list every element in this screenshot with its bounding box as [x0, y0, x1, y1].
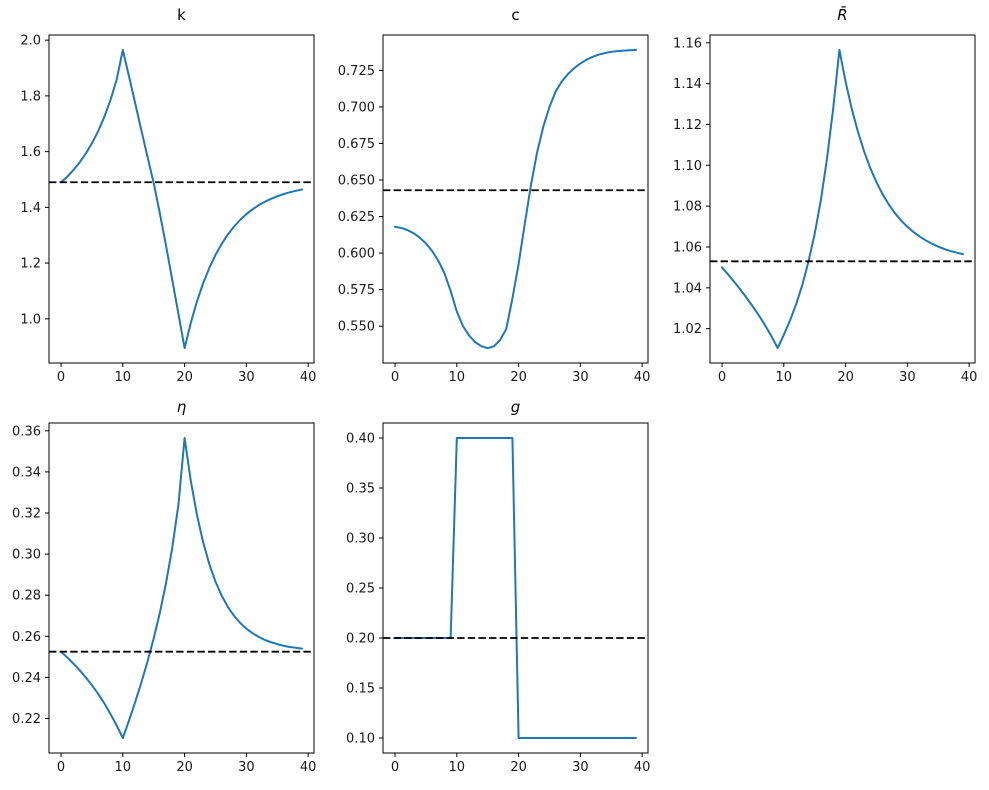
- y-tick-label: 0.28: [12, 589, 41, 604]
- y-tick-label: 0.600: [338, 247, 375, 262]
- x-tick-label: 40: [634, 760, 651, 775]
- y-tick-label: 1.12: [673, 118, 702, 133]
- subplot-g: g 0 10 20 30 40 0.10 0.15 0.20 0.25 0.30 0.35 0.40: [334, 395, 664, 790]
- x-tick-label: 20: [510, 760, 527, 775]
- y-tick-label: 0.550: [338, 320, 375, 335]
- y-tick-label: 0.675: [338, 137, 375, 152]
- x-tick-label: 40: [300, 760, 317, 775]
- y-tick-label: 0.10: [346, 732, 375, 747]
- x-tick-label: 40: [634, 370, 651, 385]
- y-tick-label: 0.20: [346, 632, 375, 647]
- x-tick-label: 10: [449, 760, 466, 775]
- y-tick-label: 1.6: [20, 145, 41, 160]
- y-tick-label: 1.8: [20, 89, 41, 104]
- plot-title-k: k: [177, 6, 186, 24]
- axes-frame: [382, 34, 649, 364]
- series-line-g: [394, 437, 637, 739]
- subplot-k: k 0 10 20 30 40 1.0 1.2 1.4 1.6 1.8 2.0: [0, 0, 330, 395]
- y-tick-label: 0.25: [346, 582, 375, 597]
- subplot-c: c 0 10 20 30 40 0.550 0.575 0.600 0.625 0.650 0.67…: [334, 0, 664, 395]
- plot-title-eta: η: [176, 398, 187, 416]
- y-tick-label: 0.35: [346, 482, 375, 497]
- y-tick-label: 0.30: [12, 548, 41, 563]
- x-tick-label: 30: [899, 370, 916, 385]
- y-tick-label: 0.34: [12, 465, 41, 480]
- plot-title-g: g: [510, 398, 521, 416]
- y-tick-label: 1.08: [673, 200, 702, 215]
- series-line-c: [394, 48, 637, 350]
- y-tick-label: 0.32: [12, 507, 41, 522]
- plot-canvas-k: 0 10 20 30 40 1.0 1.2 1.4 1.6 1.8 2.0: [20, 34, 317, 385]
- y-tick-label: 0.575: [338, 283, 375, 298]
- plot-title-c: c: [511, 6, 520, 24]
- x-tick-label: 10: [776, 370, 793, 385]
- y-tick-label: 1.06: [673, 241, 702, 256]
- y-tick-label: 1.14: [673, 77, 702, 92]
- plot-canvas-c: 0 10 20 30 40 0.550 0.575 0.600 0.625 0.650 0.675 0…: [338, 34, 651, 385]
- y-tick-label: 1.10: [673, 159, 702, 174]
- y-tick-label: 0.625: [338, 210, 375, 225]
- series-line-k: [60, 48, 303, 350]
- y-tick-label: 1.16: [673, 36, 702, 51]
- x-tick-label: 20: [176, 760, 193, 775]
- plot-canvas-r-bar: 0 10 20 30 40 1.02 1.04 1.06 1.08 1.10 1.12 1.14 1.1…: [673, 34, 978, 385]
- y-tick-label: 1.2: [20, 257, 41, 272]
- x-tick-label: 0: [57, 370, 65, 385]
- y-tick-label: 0.725: [338, 64, 375, 79]
- x-tick-label: 10: [115, 760, 132, 775]
- subplot-r-bar: R̄ 0 10 20 30 40 1.02 1.04 1.06 1.08 1.10 1.12 1.14…: [661, 0, 989, 395]
- plot-canvas-eta: 0 10 20 30 40 0.22 0.24 0.26 0.28 0.30 0.32 0.34 0.3…: [12, 422, 317, 775]
- axes-frame: [48, 422, 315, 754]
- axes-frame: [709, 34, 976, 364]
- x-tick-label: 10: [115, 370, 132, 385]
- y-tick-label: 1.02: [673, 322, 702, 337]
- y-tick-label: 0.26: [12, 630, 41, 645]
- x-tick-label: 30: [572, 760, 589, 775]
- y-tick-label: 1.0: [20, 312, 41, 327]
- plot-title-r-bar: R̄: [837, 6, 848, 24]
- x-tick-label: 30: [572, 370, 589, 385]
- series-line-R_bar: [721, 48, 964, 350]
- x-tick-label: 40: [961, 370, 978, 385]
- x-tick-label: 40: [300, 370, 317, 385]
- x-tick-label: 30: [238, 370, 255, 385]
- x-tick-label: 20: [837, 370, 854, 385]
- y-tick-label: 0.24: [12, 671, 41, 686]
- x-tick-label: 20: [176, 370, 193, 385]
- x-tick-label: 10: [449, 370, 466, 385]
- x-tick-label: 20: [510, 370, 527, 385]
- series-line-eta: [60, 437, 303, 739]
- subplot-eta: η 0 10 20 30 40 0.22 0.24 0.26 0.28 0.30 0.32 0.34 0…: [0, 395, 330, 790]
- y-tick-label: 0.15: [346, 682, 375, 697]
- plot-canvas-g: 0 10 20 30 40 0.10 0.15 0.20 0.25 0.30 0.35 0.40: [346, 422, 651, 775]
- y-tick-label: 1.04: [673, 281, 702, 296]
- x-tick-label: 0: [391, 370, 399, 385]
- y-tick-label: 0.40: [346, 432, 375, 447]
- y-tick-label: 0.22: [12, 712, 41, 727]
- x-tick-label: 0: [391, 760, 399, 775]
- y-tick-label: 1.4: [20, 201, 41, 216]
- y-tick-label: 0.30: [346, 532, 375, 547]
- axes-frame: [48, 34, 315, 364]
- x-tick-label: 0: [57, 760, 65, 775]
- y-tick-label: 0.650: [338, 174, 375, 189]
- x-tick-label: 0: [718, 370, 726, 385]
- y-tick-label: 0.36: [12, 424, 41, 439]
- y-tick-label: 0.700: [338, 100, 375, 115]
- x-tick-label: 30: [238, 760, 255, 775]
- y-tick-label: 2.0: [20, 34, 41, 49]
